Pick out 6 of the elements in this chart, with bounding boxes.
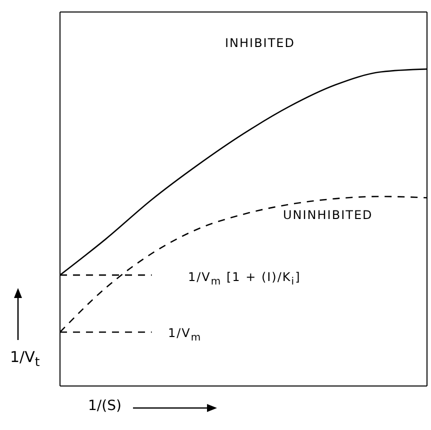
annotation: 1/V$_{m}$ [1 + (I)/K$_{i}$] [188,270,301,288]
x-axis-title: 1/(S) [88,398,122,414]
annotation: UNINHIBITED [283,208,373,222]
y-axis-title: 1/V$_{t}$ [10,348,40,369]
annotation: 1/V$_{m}$ [168,326,202,344]
text: INHIBITED [225,36,296,50]
